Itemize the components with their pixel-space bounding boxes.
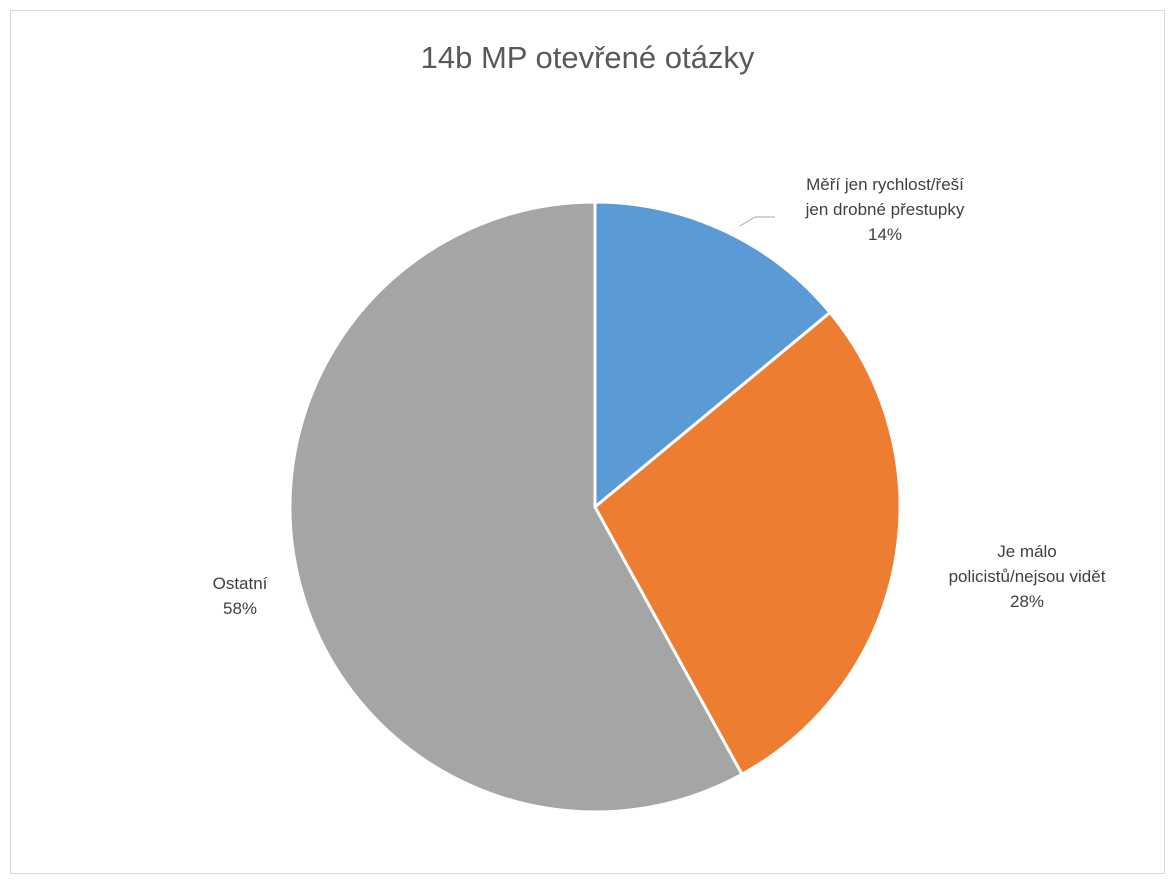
pie-slice-je-malo xyxy=(593,311,902,776)
pie-slices xyxy=(288,200,902,814)
pie-slice-meri-jen-rychlost-resi xyxy=(593,200,832,509)
pie-labels: Měří jen rychlost/řeší jen drobné přestup… xyxy=(213,175,1106,618)
leader-line xyxy=(739,216,775,227)
slice-category-label: Je málo xyxy=(997,542,1057,561)
pie-slice-ostatni xyxy=(288,200,744,814)
pie-slice-meri-jen-rychlost-resi-label: Měří jen rychlost/řeší jen drobné přestup… xyxy=(805,175,965,244)
pie-slice-je-malo-label: Je málo policistů/nejsou vidět 28% xyxy=(949,542,1106,611)
slice-category-label: policistů/nejsou vidět xyxy=(949,567,1106,586)
chart-title: 14b MP otevřené otázky xyxy=(420,40,755,75)
slice-category-label: jen drobné přestupky xyxy=(805,200,965,219)
slice-percent-label: 58% xyxy=(223,599,257,618)
slice-percent-label: 14% xyxy=(868,225,902,244)
slice-percent-label: 28% xyxy=(1010,592,1044,611)
slice-category-label: Měří jen rychlost/řeší xyxy=(806,175,964,194)
slice-category-label: Ostatní xyxy=(213,574,268,593)
pie-slice-ostatni-label: Ostatní 58% xyxy=(213,574,268,618)
